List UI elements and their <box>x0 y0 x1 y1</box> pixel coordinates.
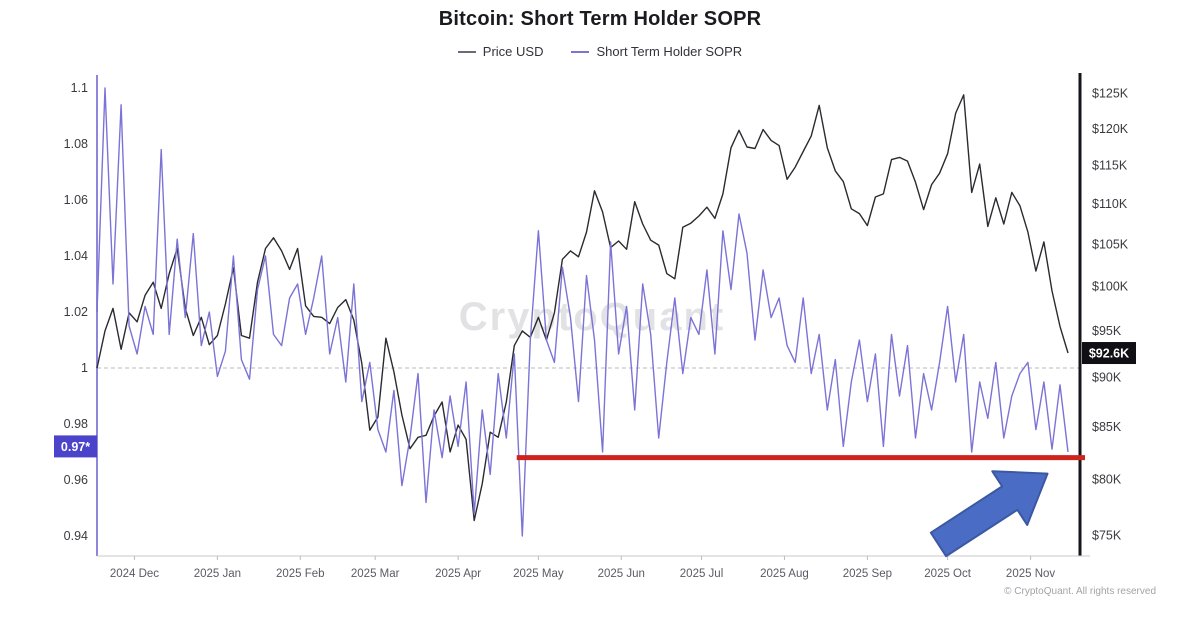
chart-legend: Price USD Short Term Holder SOPR <box>0 44 1200 59</box>
month-tick-label: 2025 Jul <box>680 568 723 580</box>
right-axis-tick-label: $95K <box>1092 324 1122 338</box>
month-tick-label: 2025 May <box>513 568 564 580</box>
price-line-swatch-icon <box>457 50 476 53</box>
price-value-badge-label: $92.6K <box>1089 347 1129 361</box>
left-axis-tick-label: 0.98 <box>64 417 88 431</box>
month-tick-label: 2025 Jun <box>598 568 645 580</box>
right-axis-tick-label: $115K <box>1092 159 1128 173</box>
right-axis-tick-label: $120K <box>1092 122 1129 136</box>
left-axis-tick-label: 1.1 <box>71 81 88 95</box>
right-axis-tick-label: $90K <box>1092 371 1122 385</box>
left-axis-tick-label: 1.02 <box>64 305 88 319</box>
right-axis-tick-label: $110K <box>1092 197 1128 211</box>
left-axis-tick-label: 0.94 <box>64 529 88 543</box>
legend-item-sopr: Short Term Holder SOPR <box>571 44 742 59</box>
right-axis-tick-label: $75K <box>1092 528 1122 542</box>
left-axis-tick-label: 0.96 <box>64 473 88 487</box>
left-axis-tick-label: 1.04 <box>64 249 88 263</box>
month-tick-label: 2025 Oct <box>924 568 971 580</box>
month-tick-label: 2024 Dec <box>110 568 159 580</box>
sopr-value-badge <box>54 435 97 458</box>
left-axis-tick-label: 1.08 <box>64 137 88 151</box>
month-tick-label: 2025 Aug <box>760 568 809 580</box>
right-axis-tick-label: $105K <box>1092 237 1129 251</box>
sopr-value-badge-label: 0.97* <box>61 440 90 454</box>
legend-label-sopr: Short Term Holder SOPR <box>596 44 743 59</box>
month-tick-label: 2025 Jan <box>194 568 241 580</box>
copyright-text: © CryptoQuant. All rights reserved <box>1004 586 1156 597</box>
sopr-line-swatch-icon <box>571 50 590 53</box>
month-tick-label: 2025 Nov <box>1006 568 1055 580</box>
month-tick-label: 2025 Feb <box>276 568 325 580</box>
legend-item-price: Price USD <box>457 44 544 59</box>
right-axis-tick-label: $85K <box>1092 420 1122 434</box>
legend-label-price: Price USD <box>482 44 544 59</box>
right-axis-tick-label: $80K <box>1092 473 1122 487</box>
month-tick-label: 2025 Mar <box>351 568 400 580</box>
month-tick-label: 2025 Apr <box>435 568 481 580</box>
price-series-line <box>96 94 1069 522</box>
left-axis-tick-label: 1.06 <box>64 193 88 207</box>
page-title: Bitcoin: Short Term Holder SOPR <box>438 8 762 30</box>
month-tick-label: 2025 Sep <box>843 568 892 580</box>
right-axis-tick-label: $100K <box>1092 280 1129 294</box>
right-axis-tick-label: $125K <box>1092 87 1129 101</box>
price-value-badge <box>1082 342 1136 365</box>
sopr-series-line <box>96 87 1069 537</box>
blue-arrow-annotation <box>929 470 1049 558</box>
left-axis-tick-label: 1 <box>81 361 88 375</box>
